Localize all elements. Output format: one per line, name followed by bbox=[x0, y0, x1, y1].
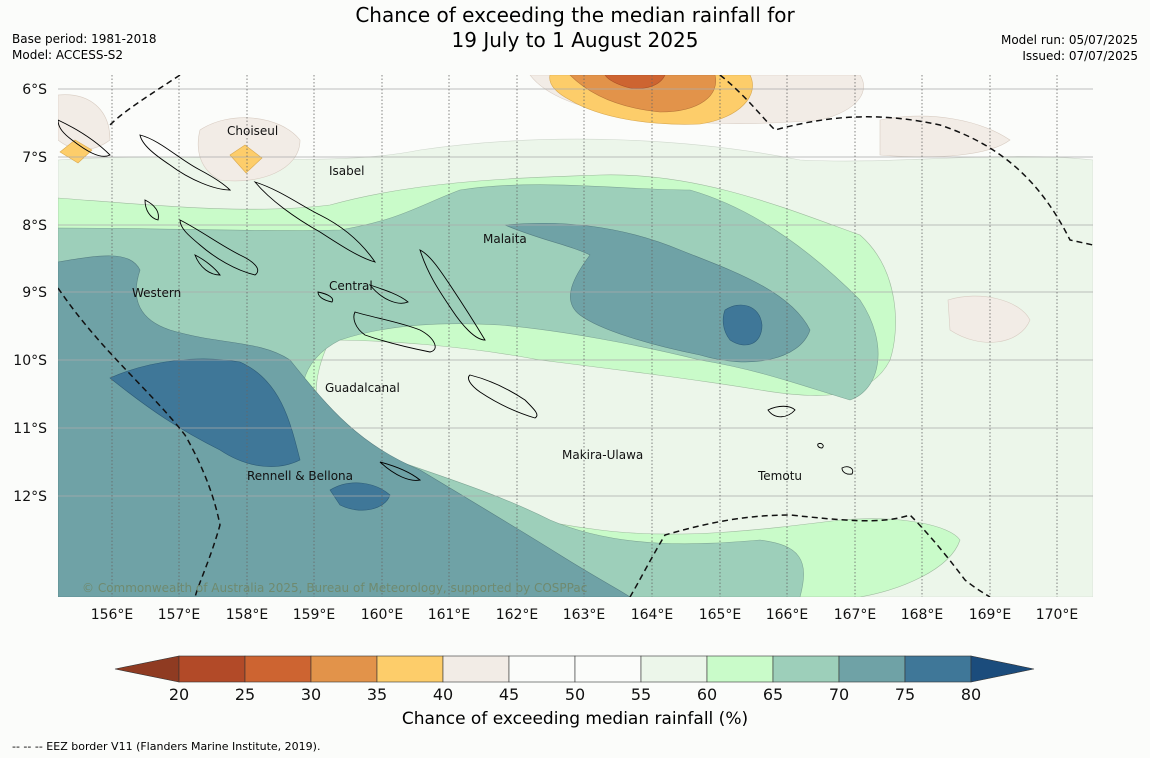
colorbar-tick: 40 bbox=[433, 685, 453, 704]
colorbar: 20 25 30 35 40 45 50 55 60 65 70 75 80 bbox=[114, 655, 1035, 704]
lat-gridlines bbox=[58, 88, 1093, 497]
lon-label: 158°E bbox=[226, 607, 269, 623]
coastlines bbox=[58, 119, 854, 481]
label-makira: Makira-Ulawa bbox=[562, 448, 643, 462]
colorbar-over-arrow bbox=[970, 655, 1035, 683]
colorbar-tick: 70 bbox=[829, 685, 849, 704]
issued-date: Issued: 07/07/2025 bbox=[1022, 49, 1138, 63]
colorbar-swatch bbox=[310, 655, 378, 683]
band-25-30 bbox=[604, 75, 666, 89]
colorbar-tick: 75 bbox=[895, 685, 915, 704]
lat-axis: 6°S 7°S 8°S 9°S 10°S 11°S 12°S bbox=[13, 82, 47, 505]
lat-label: 7°S bbox=[22, 150, 47, 166]
lon-label: 170°E bbox=[1036, 607, 1079, 623]
lon-axis: 156°E 157°E 158°E 159°E 160°E 161°E 162°… bbox=[91, 607, 1079, 623]
colorbar-swatch bbox=[904, 655, 972, 683]
colorbar-swatch bbox=[178, 655, 246, 683]
band-30-35 bbox=[569, 75, 717, 113]
lat-label: 12°S bbox=[13, 489, 47, 505]
label-rennell: Rennell & Bellona bbox=[247, 469, 353, 483]
lon-label: 160°E bbox=[361, 607, 404, 623]
lat-label: 10°S bbox=[13, 353, 47, 369]
colorbar-tick: 50 bbox=[565, 685, 585, 704]
colorbar-tick: 35 bbox=[367, 685, 387, 704]
colorbar-tick: 20 bbox=[169, 685, 189, 704]
chart-title: Chance of exceeding the median rainfall … bbox=[0, 3, 1150, 53]
island-choiseul bbox=[139, 134, 232, 191]
island-malaita bbox=[419, 249, 486, 341]
colorbar-under-arrow bbox=[114, 655, 180, 683]
colorbar-swatch bbox=[442, 655, 510, 683]
island-western bbox=[144, 199, 259, 276]
lon-label: 161°E bbox=[428, 607, 471, 623]
lat-label: 11°S bbox=[13, 421, 47, 437]
eez-border bbox=[58, 75, 1093, 597]
title-line-2: 19 July to 1 August 2025 bbox=[451, 28, 699, 52]
colorbar-swatch bbox=[574, 655, 642, 683]
colorbar-swatch bbox=[772, 655, 840, 683]
colorbar-swatch bbox=[838, 655, 906, 683]
lon-label: 166°E bbox=[766, 607, 809, 623]
label-choiseul: Choiseul bbox=[227, 124, 278, 138]
band-75-80 bbox=[109, 304, 763, 511]
band-40-45-north bbox=[58, 75, 1031, 343]
lon-label: 165°E bbox=[699, 607, 742, 623]
label-guadalcanal: Guadalcanal bbox=[325, 381, 400, 395]
run-info: Model run: 05/07/2025 Issued: 07/07/2025 bbox=[1001, 32, 1138, 64]
colorbar-tick: 45 bbox=[499, 685, 519, 704]
label-temotu: Temotu bbox=[757, 469, 802, 483]
colorbar-swatch bbox=[376, 655, 444, 683]
island-makira bbox=[468, 374, 538, 419]
lon-label: 164°E bbox=[631, 607, 674, 623]
lon-label: 159°E bbox=[293, 607, 336, 623]
island-bougainville bbox=[58, 119, 111, 157]
eez-footnote: -- -- -- EEZ border V11 (Flanders Marine… bbox=[12, 740, 321, 753]
colorbar-tick: 55 bbox=[631, 685, 651, 704]
lon-gridlines bbox=[111, 75, 1058, 597]
colorbar-tick: 60 bbox=[697, 685, 717, 704]
lon-label: 168°E bbox=[901, 607, 944, 623]
colorbar-tick: 25 bbox=[235, 685, 255, 704]
colorbar-swatch bbox=[706, 655, 774, 683]
lon-label: 162°E bbox=[496, 607, 539, 623]
colorbar-swatch bbox=[640, 655, 708, 683]
lon-label: 163°E bbox=[563, 607, 606, 623]
island-isabel bbox=[253, 181, 377, 263]
colorbar-swatch bbox=[508, 655, 576, 683]
label-central: Central bbox=[329, 279, 373, 293]
island-temotu bbox=[767, 405, 854, 475]
lon-label: 157°E bbox=[158, 607, 201, 623]
label-isabel: Isabel bbox=[329, 164, 364, 178]
copyright-text: © Commonwealth of Australia 2025, Bureau… bbox=[82, 581, 587, 595]
label-malaita: Malaita bbox=[483, 232, 527, 246]
contour-fills: © Commonwealth of Australia 2025, Bureau… bbox=[58, 75, 1093, 597]
band-35-40 bbox=[59, 75, 753, 174]
lon-label: 167°E bbox=[834, 607, 877, 623]
lat-label: 9°S bbox=[22, 285, 47, 301]
lon-label: 169°E bbox=[969, 607, 1012, 623]
lat-label: 6°S bbox=[22, 82, 47, 98]
colorbar-tick: 80 bbox=[961, 685, 981, 704]
colorbar-tick: 30 bbox=[301, 685, 321, 704]
model-run: Model run: 05/07/2025 bbox=[1000, 33, 1138, 47]
island-central bbox=[317, 284, 409, 304]
colorbar-swatch bbox=[244, 655, 312, 683]
colorbar-label: Chance of exceeding median rainfall (%) bbox=[401, 709, 749, 729]
island-guadalcanal bbox=[353, 311, 436, 353]
lat-label: 8°S bbox=[22, 218, 47, 234]
model-name: Model: ACCESS-S2 bbox=[12, 48, 124, 62]
island-rennell bbox=[379, 461, 422, 481]
band-70-75 bbox=[58, 222, 811, 597]
colorbar-tick: 65 bbox=[763, 685, 783, 704]
model-info: Base period: 1981-2018 Model: ACCESS-S2 bbox=[12, 31, 157, 63]
base-period: Base period: 1981-2018 bbox=[12, 32, 157, 46]
title-line-1: Chance of exceeding the median rainfall … bbox=[355, 3, 795, 27]
label-western: Western bbox=[132, 286, 181, 300]
lon-label: 156°E bbox=[91, 607, 134, 623]
